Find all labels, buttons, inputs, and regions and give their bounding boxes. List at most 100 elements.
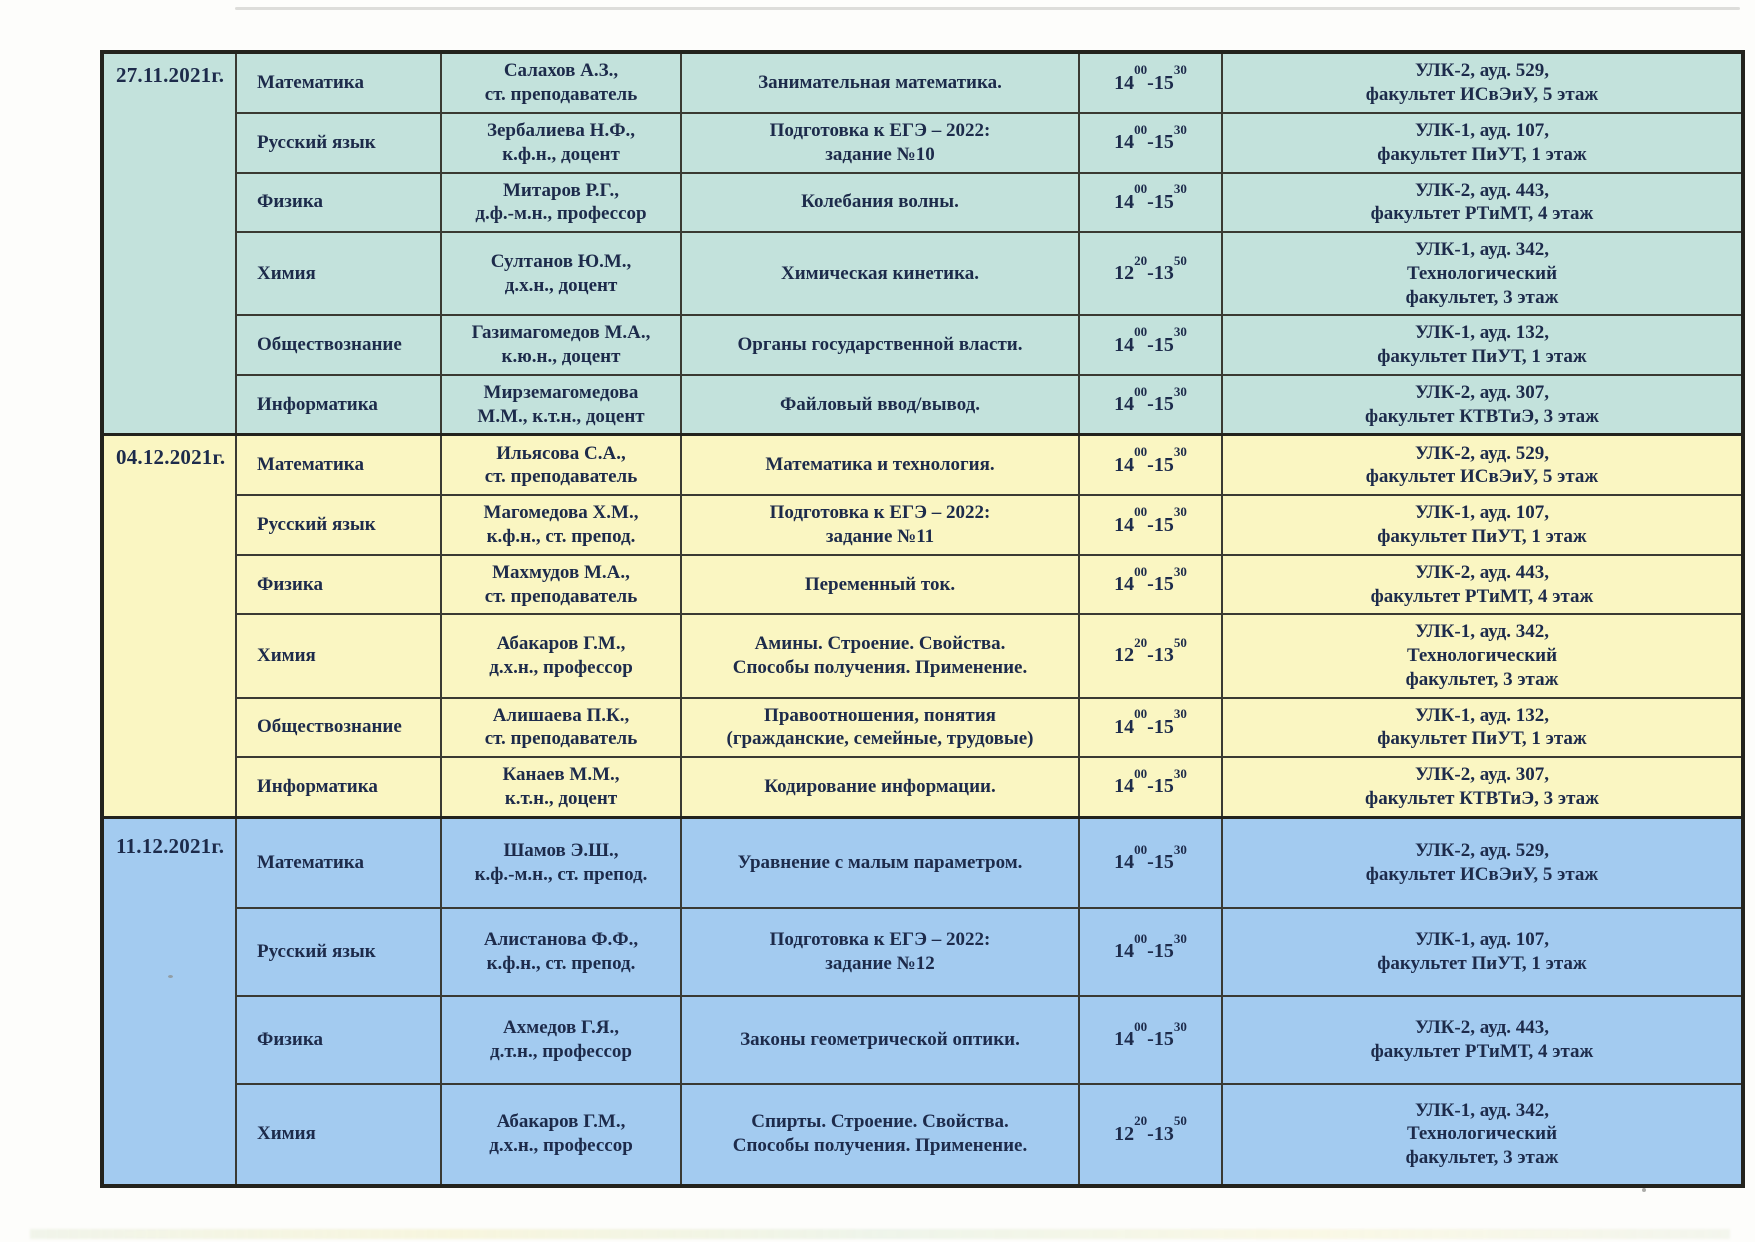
subject-cell: Русский язык — [235, 494, 440, 554]
time-cell: 1400-1530 — [1078, 756, 1221, 816]
cell-line: Химическая кинетика. — [780, 262, 980, 284]
teacher-cell: Султанов Ю.М., д.х.н., доцент — [440, 231, 680, 315]
time-end-minutes: 50 — [1173, 1113, 1187, 1129]
time-separator: - — [1147, 453, 1154, 476]
teacher-cell: Магомедова Х.М., к.ф.н., ст. препод. — [440, 494, 680, 554]
time-cell: 1400-1530 — [1078, 171, 1221, 231]
time-separator: - — [1147, 131, 1154, 154]
subject-cell: Математика — [235, 818, 440, 907]
location-cell: УЛК-2, ауд. 529, факультет ИСвЭиУ, 5 этаж — [1221, 54, 1741, 112]
cell-line: УЛК-2, ауд. 307, — [1415, 381, 1549, 403]
time-separator: - — [1147, 573, 1154, 595]
time-value: 1400-1530 — [1114, 932, 1187, 964]
time-end-hour: 15 — [1153, 715, 1174, 738]
subject-cell: Математика — [235, 436, 440, 495]
teacher-cell: Зербалиева Н.Ф., к.ф.н., доцент — [440, 112, 680, 172]
time-cell: 1400-1530 — [1078, 818, 1221, 907]
cell-line: Технологический — [1406, 645, 1558, 666]
subject-cell: Химия — [235, 613, 440, 697]
scan-artifact-top-line — [235, 7, 1740, 10]
time-start-minutes: 00 — [1134, 324, 1148, 340]
time-start-hour: 14 — [1114, 71, 1135, 94]
teacher-cell: Алистанова Ф.Ф., к.ф.н., ст. препод. — [440, 906, 680, 995]
cell-line: Информатика — [257, 775, 378, 797]
cell-line: Способы получения. Применение. — [732, 1135, 1028, 1157]
topic-cell: Колебания волны. — [680, 171, 1078, 231]
time-end-hour: 13 — [1153, 1122, 1174, 1145]
time-cell: 1400-1530 — [1078, 553, 1221, 614]
cell-line: УЛК-2, ауд. 443, — [1415, 561, 1549, 583]
time-separator: - — [1147, 775, 1154, 798]
time-end-hour: 15 — [1153, 190, 1174, 213]
time-start-hour: 14 — [1114, 513, 1135, 536]
cell-line: УЛК-1, ауд. 342, — [1415, 239, 1549, 260]
time-start-hour: 14 — [1114, 453, 1135, 476]
subject-cell: Русский язык — [235, 112, 440, 172]
cell-line: факультет, 3 этаж — [1405, 668, 1559, 690]
cell-line: д.х.н., доцент — [504, 274, 618, 296]
cell-line: к.т.н., доцент — [504, 787, 618, 809]
cell-line: Подготовка к ЕГЭ – 2022: — [769, 120, 991, 141]
time-end-minutes: 30 — [1173, 1018, 1187, 1034]
time-end-hour: 15 — [1153, 71, 1174, 94]
time-separator: - — [1147, 851, 1154, 873]
time-start-minutes: 00 — [1134, 1018, 1148, 1034]
teacher-cell: Салахов А.З., ст. преподаватель — [440, 54, 680, 112]
cell-line: факультет ПиУТ, 1 этаж — [1377, 143, 1587, 165]
time-start-minutes: 20 — [1134, 1113, 1148, 1129]
cell-line: факультет ПиУТ, 1 этаж — [1377, 346, 1587, 367]
topic-cell: Файловый ввод/вывод. — [680, 373, 1078, 434]
location-cell: УЛК-2, ауд. 307, факультет КТВТиЭ, 3 этаж — [1221, 373, 1741, 434]
time-end-minutes: 30 — [1173, 504, 1187, 520]
cell-line: УЛК-1, ауд. 107, — [1415, 928, 1549, 950]
cell-line: Ильясова С.А., — [496, 442, 626, 464]
time-start-hour: 14 — [1114, 190, 1135, 213]
subject-cell: Информатика — [235, 756, 440, 816]
topic-cell: Амины. Строение. Свойства. Способы получе… — [680, 613, 1078, 697]
subject-cell: Информатика — [235, 373, 440, 434]
cell-line: Правоотношения, понятия — [764, 704, 996, 726]
time-separator: - — [1147, 644, 1154, 667]
time-value: 1400-1530 — [1114, 123, 1187, 155]
cell-line: УЛК-1, ауд. 132, — [1415, 322, 1549, 344]
cell-line: к.ф.-м.н., ст. препод. — [474, 863, 648, 885]
time-end-minutes: 30 — [1173, 841, 1187, 857]
time-start-minutes: 00 — [1134, 841, 1148, 857]
date-section: 04.12.2021г. Математика Ильясова С.А., ст. … — [104, 433, 1741, 816]
cell-line: факультет РТиМТ, 4 этаж — [1370, 585, 1594, 607]
cell-line: ст. преподаватель — [484, 466, 638, 488]
time-value: 1220-1350 — [1114, 254, 1187, 286]
cell-line: задание №12 — [825, 952, 935, 974]
teacher-cell: Митаров Р.Г., д.ф.-м.н., профессор — [440, 171, 680, 231]
time-end-hour: 15 — [1153, 573, 1174, 595]
cell-line: Митаров Р.Г., — [503, 179, 619, 201]
time-separator: - — [1147, 1028, 1154, 1050]
time-end-minutes: 30 — [1173, 563, 1187, 579]
time-start-minutes: 00 — [1134, 121, 1148, 137]
cell-line: Амины. Строение. Свойства. — [754, 633, 1006, 655]
topic-cell: Правоотношения, понятия (гражданские, сем… — [680, 696, 1078, 756]
time-cell: 1220-1350 — [1078, 231, 1221, 315]
cell-line: Химия — [257, 262, 316, 284]
cell-line: Абакаров Г.М., — [496, 1111, 626, 1133]
cell-line: к.ф.н., доцент — [502, 143, 620, 165]
time-start-minutes: 00 — [1134, 765, 1148, 781]
time-start-minutes: 00 — [1134, 181, 1148, 197]
time-start-minutes: 00 — [1134, 930, 1148, 946]
subject-cell: Физика — [235, 994, 440, 1083]
cell-line: факультет РТиМТ, 4 этаж — [1370, 1040, 1594, 1062]
time-end-hour: 15 — [1153, 393, 1174, 415]
cell-line: Зербалиева Н.Ф., — [486, 120, 636, 141]
cell-line: задание №10 — [825, 143, 935, 165]
time-end-hour: 15 — [1153, 333, 1174, 356]
time-end-hour: 13 — [1153, 644, 1174, 667]
cell-line: УЛК-2, ауд. 529, — [1415, 839, 1549, 861]
time-end-minutes: 50 — [1173, 252, 1187, 268]
cell-line: факультет ИСвЭиУ, 5 этаж — [1365, 863, 1599, 885]
cell-line: Ахмедов Г.Я., — [503, 1016, 619, 1038]
time-cell: 1400-1530 — [1078, 494, 1221, 554]
location-cell: УЛК-2, ауд. 443, факультет РТиМТ, 4 этаж — [1221, 994, 1741, 1083]
time-value: 1400-1530 — [1114, 385, 1187, 417]
topic-cell: Математика и технология. — [680, 436, 1078, 495]
